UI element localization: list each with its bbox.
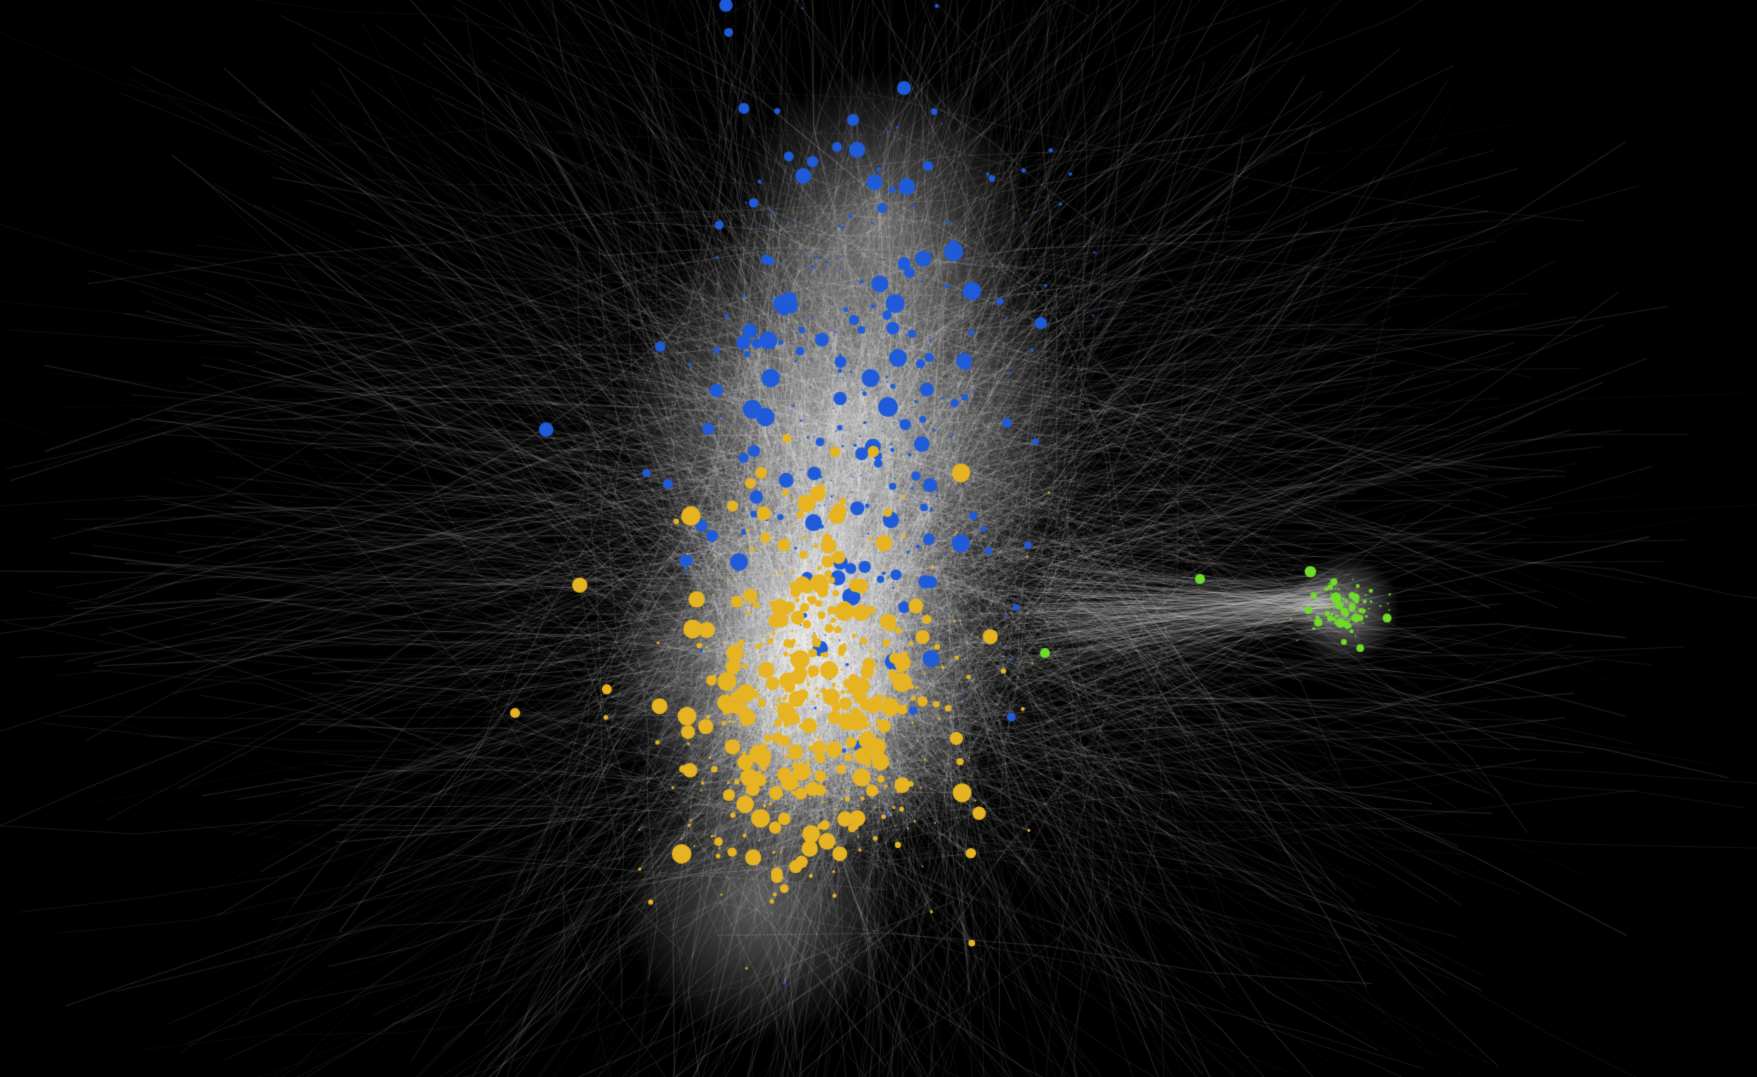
network-graph-visualization xyxy=(0,0,1757,1077)
network-graph-canvas xyxy=(0,0,1757,1077)
